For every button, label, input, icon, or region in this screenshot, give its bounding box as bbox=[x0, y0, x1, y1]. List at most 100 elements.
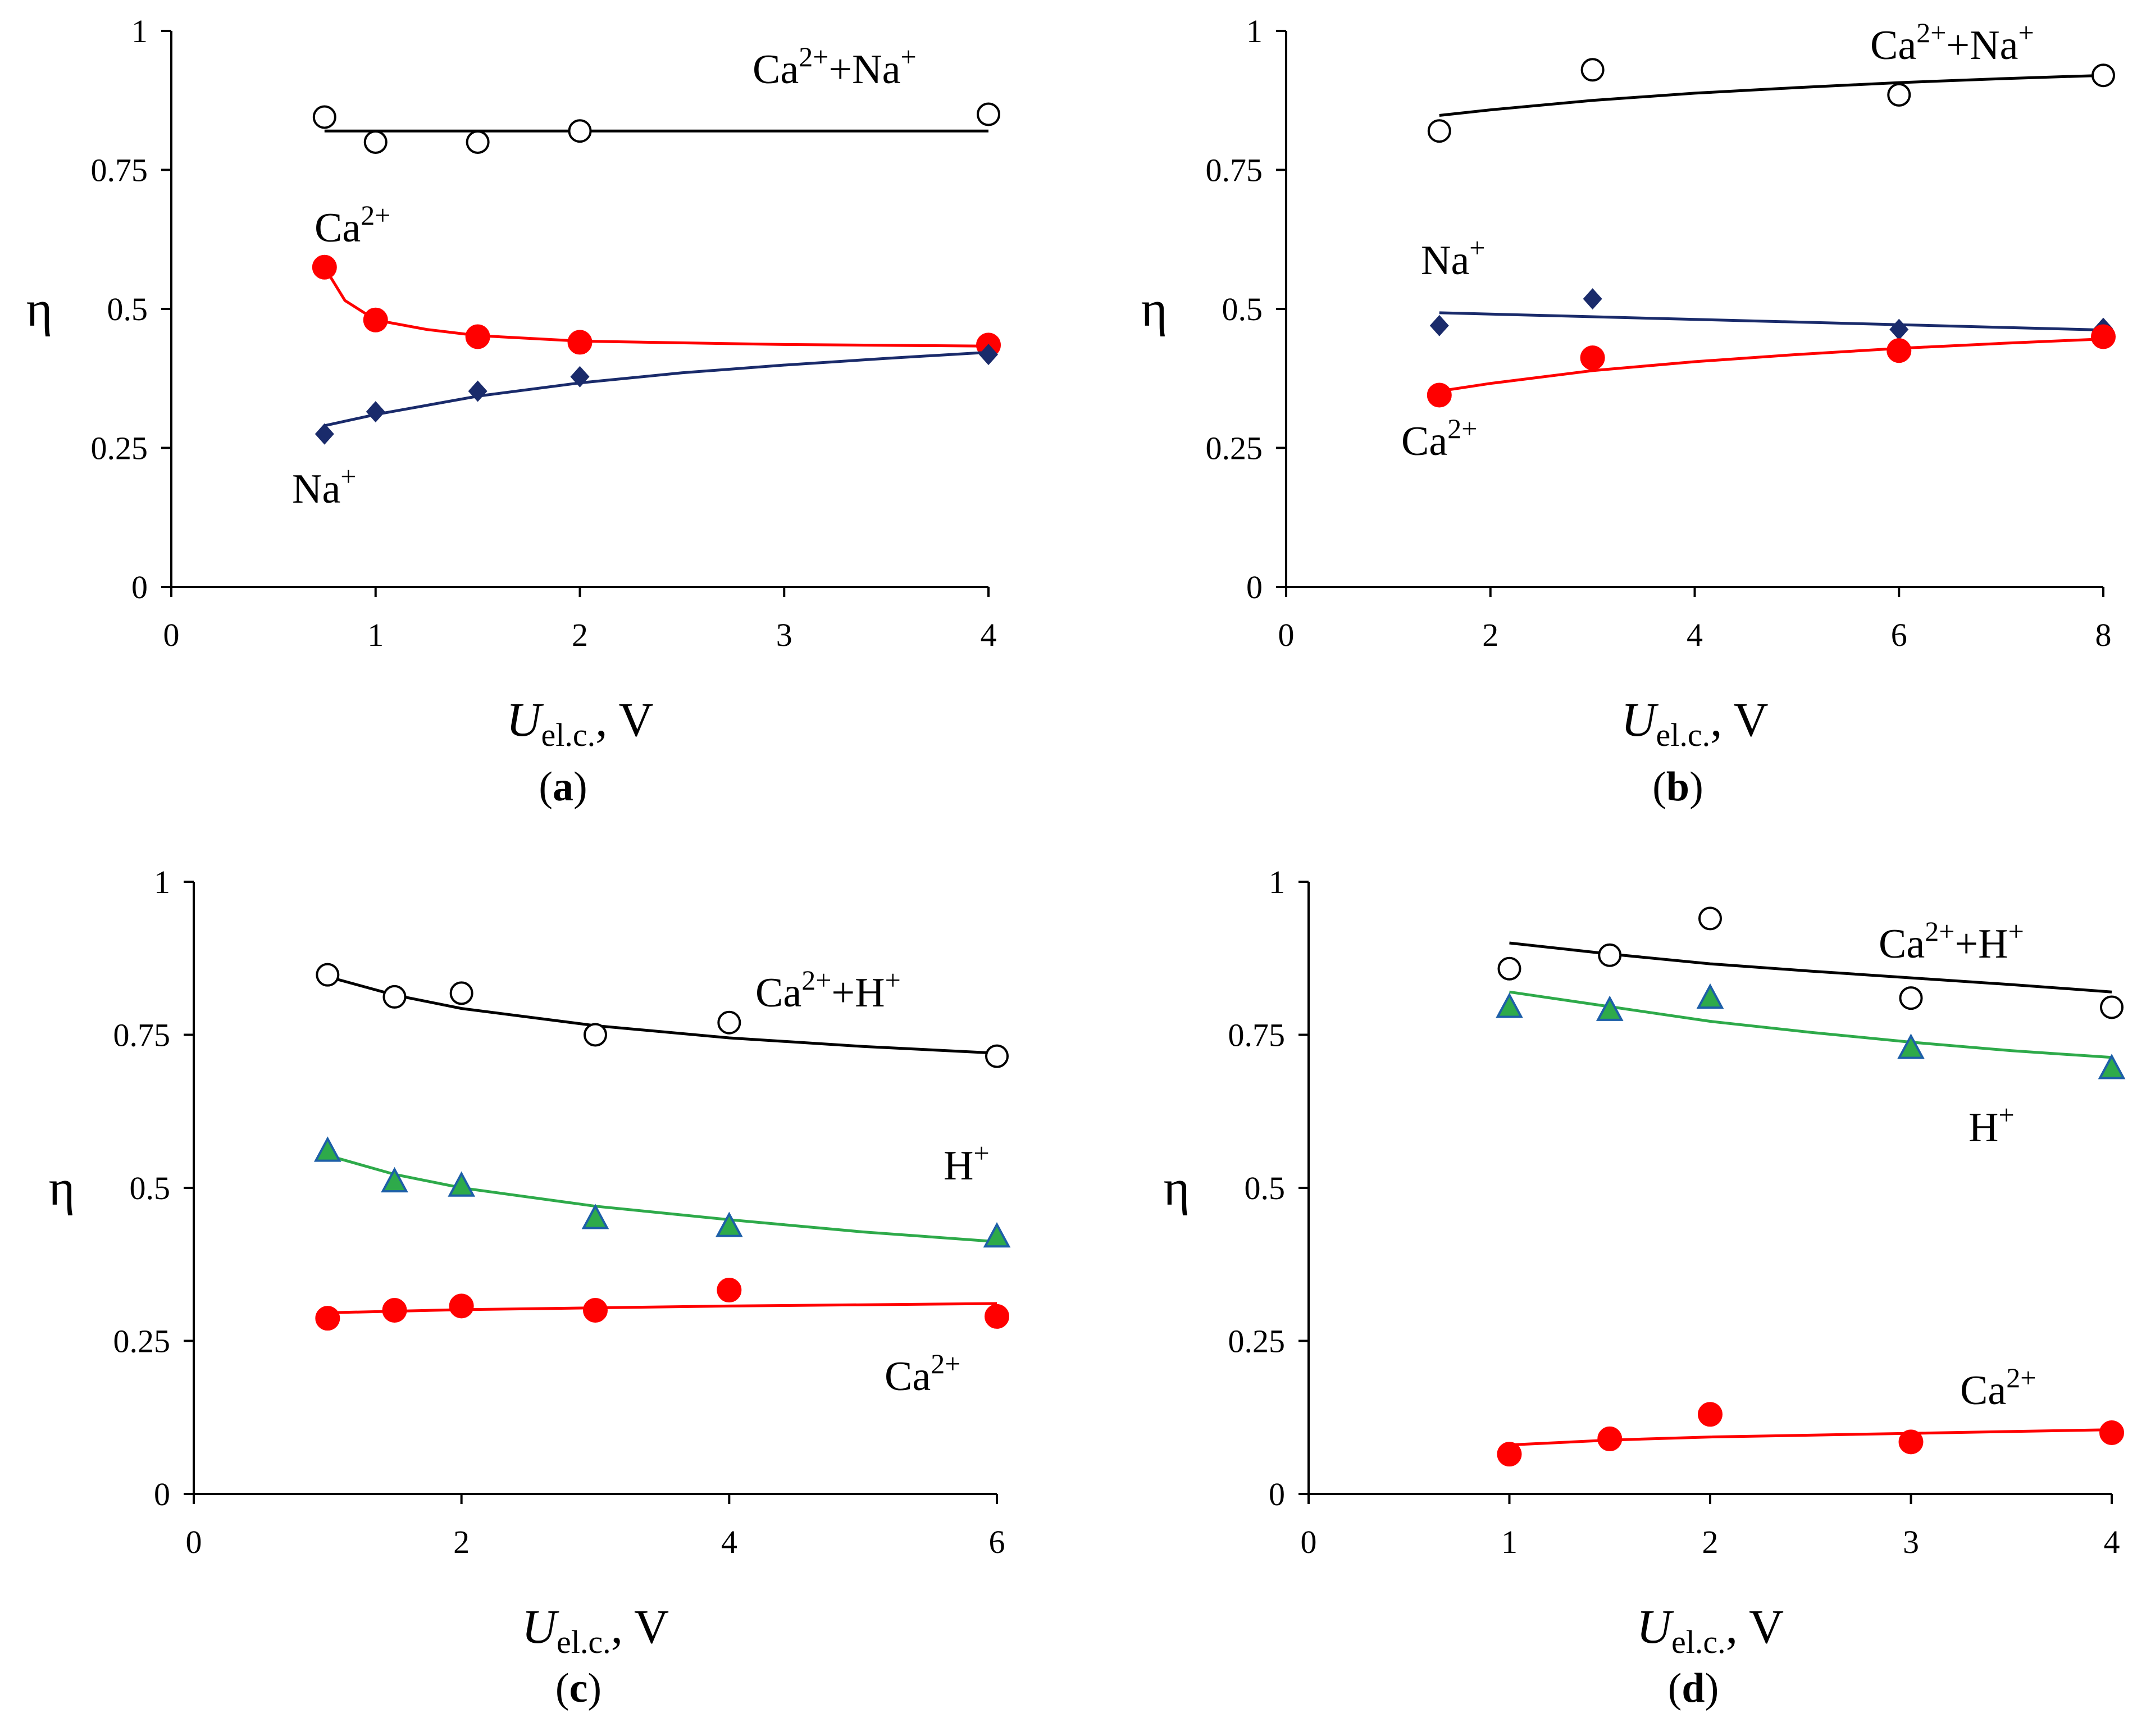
series-label: Ca2++Na+ bbox=[753, 41, 917, 93]
data-point bbox=[315, 1306, 340, 1331]
x-tick-label: 3 bbox=[1903, 1524, 1919, 1560]
y-tick-label: 0 bbox=[1246, 569, 1263, 605]
x-tick-label: 4 bbox=[981, 617, 997, 653]
y-axis-label: η bbox=[1163, 1160, 1190, 1216]
series-label-second-ion: +Na bbox=[828, 47, 900, 93]
y-tick-label: 1 bbox=[131, 13, 148, 49]
data-point bbox=[448, 1171, 476, 1197]
data-point bbox=[1427, 382, 1452, 408]
data-point bbox=[584, 1023, 607, 1047]
fit-line bbox=[327, 1154, 997, 1243]
series-label-superscript: 2+ bbox=[799, 41, 828, 72]
series-1: H+ bbox=[313, 1136, 1011, 1248]
y-tick-label: 0.75 bbox=[1206, 152, 1263, 189]
panel-tag-letter: d bbox=[1682, 1665, 1705, 1711]
x-tick-label: 2 bbox=[453, 1524, 470, 1560]
x-axis-label-symbol: U bbox=[506, 692, 544, 746]
fit-line bbox=[1439, 311, 2104, 332]
x-axis-label-symbol: U bbox=[1637, 1600, 1674, 1653]
fit-line bbox=[1509, 990, 2112, 1059]
series-0: Ca2++Na+ bbox=[312, 41, 1000, 154]
series-label-superscript: + bbox=[2008, 915, 2024, 947]
series-label-superscript: + bbox=[2018, 17, 2034, 48]
series-label-base: Ca bbox=[1879, 921, 1925, 967]
y-axis-label: η bbox=[1141, 281, 1167, 337]
x-tick-label: 4 bbox=[1687, 617, 1703, 653]
series-label-superscript: + bbox=[1998, 1099, 2014, 1131]
data-point bbox=[363, 130, 388, 154]
series-2: Ca2+ bbox=[1497, 1362, 2124, 1467]
x-tick-label: 0 bbox=[1301, 1524, 1317, 1560]
data-point bbox=[2092, 63, 2115, 88]
data-point bbox=[581, 1204, 609, 1229]
x-axis-label-subscript: el.c. bbox=[1656, 717, 1710, 753]
x-tick-label: 0 bbox=[1278, 617, 1295, 653]
series-label: Na+ bbox=[1421, 232, 1486, 284]
series-label-superscript: 2+ bbox=[2006, 1362, 2036, 1393]
series-label-superscript: + bbox=[885, 964, 901, 996]
x-axis-label-unit: , V bbox=[1710, 692, 1769, 746]
x-axis-label-symbol: U bbox=[1621, 692, 1658, 746]
y-tick-label: 0.25 bbox=[1206, 430, 1263, 467]
data-point bbox=[382, 1298, 407, 1323]
data-point bbox=[315, 423, 334, 445]
series-label-superscript: 2+ bbox=[931, 1348, 960, 1379]
series-label-superscript: 2+ bbox=[801, 964, 831, 996]
data-point bbox=[717, 1278, 742, 1303]
series-label-superscript: + bbox=[340, 461, 356, 492]
data-point bbox=[2100, 995, 2124, 1019]
series-label-second-ion: +H bbox=[1954, 921, 2008, 967]
x-tick-label: 6 bbox=[1891, 617, 1907, 653]
series-label: Ca2++H+ bbox=[1879, 915, 2024, 967]
series-1: H+ bbox=[1496, 983, 2126, 1151]
data-point bbox=[381, 1167, 408, 1193]
x-axis-label: Uel.c., V bbox=[1621, 692, 1768, 753]
series-label-superscript: + bbox=[1469, 232, 1485, 263]
data-point bbox=[1897, 1033, 1925, 1059]
data-point bbox=[1889, 318, 1909, 340]
data-point bbox=[567, 330, 593, 355]
panel-tag-close: ) bbox=[1689, 764, 1703, 810]
fit-line bbox=[323, 266, 989, 348]
series-label: Ca2++H+ bbox=[755, 964, 901, 1016]
data-point bbox=[1698, 1402, 1723, 1427]
series-label: Ca2+ bbox=[885, 1348, 960, 1400]
series-0: Ca2++H+ bbox=[316, 963, 1009, 1068]
y-tick-label: 0.5 bbox=[130, 1170, 171, 1206]
series-label-base: Ca bbox=[315, 205, 361, 251]
data-point bbox=[1496, 992, 1523, 1018]
series-2: Ca2+ bbox=[315, 1278, 1009, 1400]
series-label-superscript: 2+ bbox=[1916, 17, 1946, 48]
fit-line bbox=[1439, 338, 2104, 393]
x-tick-label: 4 bbox=[721, 1524, 737, 1560]
y-tick-label: 0.75 bbox=[113, 1017, 171, 1054]
series-label-base: Ca bbox=[755, 970, 801, 1016]
fit-line bbox=[1509, 1428, 2112, 1447]
data-point bbox=[570, 366, 590, 388]
data-point bbox=[2091, 324, 2116, 349]
panel-tag-close: ) bbox=[573, 764, 587, 810]
series-0: Ca2++H+ bbox=[1497, 906, 2124, 1019]
data-point bbox=[985, 1044, 1009, 1068]
series-label-second-ion: +H bbox=[831, 970, 885, 1016]
data-point bbox=[1497, 1442, 1522, 1467]
data-point bbox=[312, 254, 337, 280]
data-point bbox=[466, 130, 490, 154]
data-point bbox=[449, 1293, 474, 1319]
series-label-base: H bbox=[1969, 1105, 1998, 1151]
x-tick-label: 3 bbox=[776, 617, 792, 653]
series-label: H+ bbox=[1969, 1099, 2015, 1151]
data-point bbox=[366, 401, 385, 423]
series-label-base: Ca bbox=[1401, 418, 1447, 464]
series-1: Na+ bbox=[1421, 232, 2113, 340]
series-label: H+ bbox=[944, 1137, 990, 1189]
y-tick-label: 0.75 bbox=[91, 152, 148, 189]
series-0: Ca2++Na+ bbox=[1427, 17, 2115, 143]
x-axis-label-unit: , V bbox=[1726, 1600, 1784, 1653]
series-label: Ca2+ bbox=[315, 199, 390, 251]
x-tick-label: 2 bbox=[1482, 617, 1498, 653]
y-tick-label: 0 bbox=[131, 569, 148, 605]
